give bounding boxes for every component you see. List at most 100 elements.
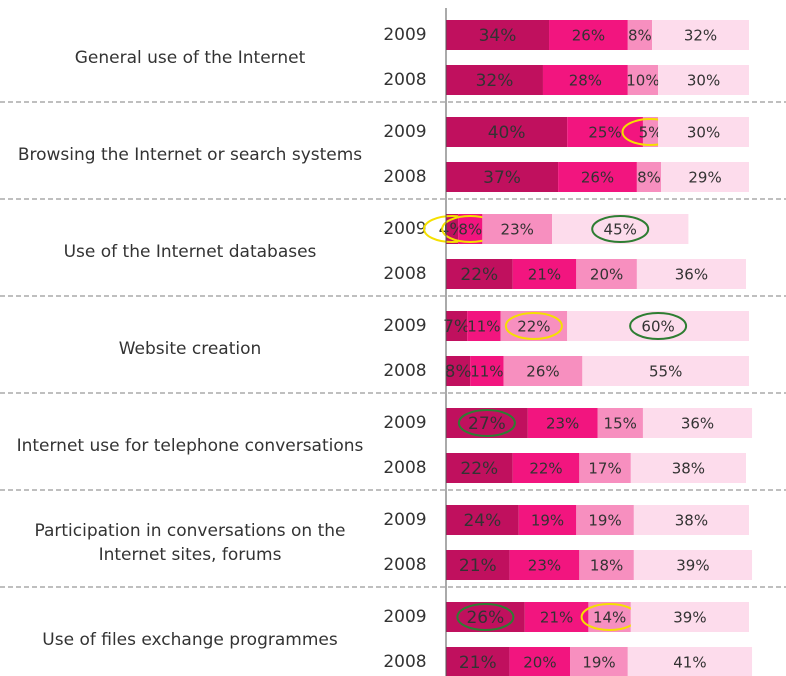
year-label: 2009 bbox=[383, 607, 426, 627]
value-label: 21% bbox=[459, 653, 497, 673]
value-label: 37% bbox=[483, 168, 521, 188]
bar-segment bbox=[446, 453, 513, 483]
group-label: Browsing the Internet or search systems bbox=[17, 144, 363, 165]
year-label: 2009 bbox=[383, 219, 426, 239]
value-label: 19% bbox=[588, 512, 621, 530]
bar-segment bbox=[642, 408, 753, 438]
highlight-circle bbox=[456, 603, 515, 631]
bar-segment bbox=[661, 162, 749, 192]
bar-segment bbox=[446, 259, 513, 289]
bar-segment bbox=[627, 647, 753, 676]
bar-segment bbox=[658, 117, 749, 147]
value-label: 8% bbox=[445, 362, 472, 382]
value-label: 29% bbox=[688, 169, 721, 187]
bar-segment bbox=[633, 505, 749, 535]
highlight-circle bbox=[457, 409, 516, 437]
year-label: 2008 bbox=[383, 555, 426, 575]
value-label: 38% bbox=[672, 460, 705, 478]
bar-segment bbox=[542, 65, 628, 95]
bar-segment bbox=[570, 647, 628, 676]
bar-segment bbox=[512, 453, 580, 483]
group-label: Use of the Internet databases bbox=[63, 241, 317, 262]
year-label: 2008 bbox=[383, 361, 426, 381]
value-label: 14% bbox=[593, 609, 626, 627]
value-label: 22% bbox=[517, 318, 550, 336]
value-label: 19% bbox=[531, 512, 564, 530]
value-label: 26% bbox=[466, 608, 504, 628]
value-label: 26% bbox=[581, 169, 614, 187]
year-label: 2009 bbox=[383, 316, 426, 336]
value-label: 40% bbox=[488, 123, 526, 143]
year-label: 2008 bbox=[383, 167, 426, 187]
value-label: 23% bbox=[528, 557, 561, 575]
value-label: 22% bbox=[460, 459, 498, 479]
value-label: 8% bbox=[458, 221, 482, 239]
value-label: 8% bbox=[637, 169, 661, 187]
value-label: 10% bbox=[626, 72, 659, 90]
bar-segment bbox=[549, 20, 628, 50]
bar-segment bbox=[503, 356, 583, 386]
value-label: 27% bbox=[468, 414, 506, 434]
year-label: 2009 bbox=[383, 510, 426, 530]
bar-segment bbox=[524, 602, 589, 632]
bar-segment bbox=[576, 505, 634, 535]
bar-segment bbox=[582, 356, 749, 386]
value-label: 21% bbox=[459, 556, 497, 576]
bar-segment bbox=[446, 20, 550, 50]
bar-segment bbox=[597, 408, 643, 438]
year-label: 2008 bbox=[383, 458, 426, 478]
bar-segment bbox=[630, 602, 749, 632]
value-label: 32% bbox=[476, 71, 514, 91]
value-label: 15% bbox=[604, 415, 637, 433]
year-label: 2008 bbox=[383, 70, 426, 90]
year-label: 2009 bbox=[383, 122, 426, 142]
value-label: 36% bbox=[681, 415, 714, 433]
bar-segment bbox=[579, 550, 634, 580]
bar-segment bbox=[552, 214, 689, 244]
bar-segment bbox=[509, 647, 571, 676]
bar-segment bbox=[636, 259, 746, 289]
value-label: 7% bbox=[443, 317, 470, 337]
bar-segment bbox=[636, 162, 662, 192]
bar-segment bbox=[633, 550, 753, 580]
bar-segment bbox=[446, 647, 510, 676]
year-label: 2008 bbox=[383, 652, 426, 672]
value-label: 21% bbox=[540, 609, 573, 627]
year-label: 2008 bbox=[383, 264, 426, 284]
highlight-circle bbox=[629, 312, 688, 340]
group-label: Internet use for telephone conversations bbox=[16, 435, 364, 456]
value-label: 17% bbox=[588, 460, 621, 478]
value-label: 26% bbox=[572, 27, 605, 45]
value-label: 28% bbox=[569, 72, 602, 90]
bar-segment bbox=[558, 162, 637, 192]
bar-segment bbox=[446, 602, 525, 632]
bar-segment bbox=[500, 311, 568, 341]
group-label: Use of files exchange programmes bbox=[42, 629, 338, 650]
group-label: Website creation bbox=[118, 338, 262, 359]
group-label: General use of the Internet bbox=[74, 47, 306, 68]
bar-segment bbox=[658, 65, 749, 95]
value-label: 22% bbox=[460, 265, 498, 285]
value-label: 39% bbox=[673, 609, 706, 627]
highlight-circle bbox=[504, 312, 563, 340]
bar-segment bbox=[446, 356, 471, 386]
bar-segment bbox=[470, 356, 504, 386]
value-label: 21% bbox=[528, 266, 561, 284]
value-label: 11% bbox=[467, 318, 500, 336]
bar-segment bbox=[642, 117, 659, 147]
bar-segment bbox=[576, 259, 637, 289]
value-label: 41% bbox=[673, 654, 706, 672]
bar-segment bbox=[446, 505, 519, 535]
bar-segment bbox=[446, 550, 510, 580]
bar-segment bbox=[446, 311, 468, 341]
value-label: 23% bbox=[501, 221, 534, 239]
group-label: Participation in conversations on the In… bbox=[34, 520, 346, 565]
bar-segment bbox=[579, 453, 631, 483]
value-label: 39% bbox=[676, 557, 709, 575]
year-label: 2009 bbox=[383, 413, 426, 433]
value-label: 30% bbox=[687, 72, 720, 90]
bar-segment bbox=[567, 311, 749, 341]
value-label: 38% bbox=[675, 512, 708, 530]
